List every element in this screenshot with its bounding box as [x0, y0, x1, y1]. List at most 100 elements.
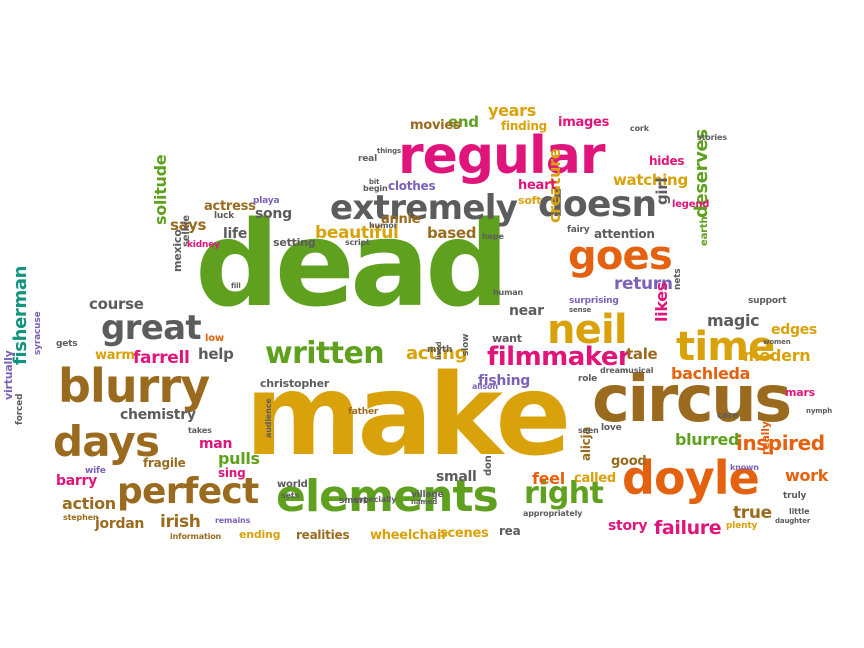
- word-sing: sing: [218, 466, 246, 480]
- word-syracuse: syracuse: [33, 311, 43, 356]
- word-tale: tale: [626, 345, 658, 363]
- word-bit: bit: [369, 178, 380, 186]
- word-role: role: [578, 374, 598, 384]
- word-nymph: nymph: [806, 407, 833, 415]
- word-soft: soft: [518, 194, 542, 207]
- word-script: script: [345, 238, 370, 247]
- word-clothes: clothes: [388, 179, 436, 193]
- word-attention: attention: [594, 227, 655, 241]
- word-action: action: [62, 494, 116, 513]
- word-doyle: doyle: [622, 451, 760, 505]
- word-magic: magic: [707, 311, 760, 330]
- word-man: man: [199, 436, 233, 452]
- word-want: want: [492, 332, 522, 345]
- word-farrell: farrell: [133, 348, 190, 368]
- word-dream: dream: [600, 366, 629, 375]
- word-movies: movies: [410, 118, 461, 133]
- word-legend: legend: [672, 199, 710, 210]
- word-humor: humor: [369, 221, 398, 230]
- word-help: help: [198, 345, 234, 363]
- word-story: story: [608, 518, 648, 534]
- word-remains: remains: [215, 516, 251, 525]
- word-world: world: [277, 479, 308, 490]
- word-wife: wife: [85, 466, 106, 476]
- word-myth: myth: [427, 345, 453, 355]
- word-beautiful: beautiful: [315, 223, 399, 243]
- word-goes: goes: [568, 233, 673, 279]
- word-end: end: [448, 113, 479, 131]
- word-says: says: [170, 216, 207, 234]
- word-mars: mars: [785, 386, 815, 399]
- word-little: little: [789, 507, 810, 516]
- word-extremely: extremely: [330, 188, 518, 228]
- word-days: days: [53, 417, 160, 466]
- word-perfect: perfect: [117, 471, 259, 512]
- word-fishing: fishing: [478, 373, 531, 389]
- word-gets: gets: [56, 339, 78, 349]
- word-course: course: [89, 295, 144, 313]
- word-audience: audience: [264, 398, 273, 438]
- word-feel: feel: [532, 469, 565, 488]
- word-alison: alison: [472, 382, 498, 391]
- word-regular: regular: [398, 126, 605, 186]
- word-inspired: inspired: [736, 431, 825, 455]
- word-low: low: [205, 333, 224, 344]
- word-musical: musical: [620, 366, 654, 375]
- word-real: real: [358, 154, 377, 164]
- word-earth: earth: [699, 216, 710, 246]
- word-life: life: [223, 226, 248, 242]
- word-elements: elements: [276, 471, 499, 522]
- word-pulls: pulls: [218, 449, 260, 468]
- word-dead: dead: [195, 195, 509, 333]
- word-blurred: blurred: [675, 430, 740, 449]
- word-slow: slow: [461, 333, 471, 356]
- word-things: things: [377, 147, 402, 155]
- word-setting: setting: [273, 236, 316, 249]
- word-barry: barry: [56, 473, 98, 489]
- word-lived: lived: [435, 341, 443, 360]
- word-solitude: solitude: [151, 154, 170, 225]
- word-kidney: kidney: [187, 240, 220, 250]
- word-information: information: [170, 532, 222, 541]
- word-make: make: [245, 351, 571, 481]
- word-plenty: plenty: [726, 521, 758, 531]
- word-begin: begin: [363, 184, 388, 193]
- word-village: village: [411, 490, 444, 500]
- word-forced: forced: [15, 393, 25, 425]
- word-scenes: scenes: [440, 526, 489, 541]
- word-girl: girl: [653, 177, 671, 205]
- word-daughter: daughter: [775, 517, 811, 525]
- word-likes: likes: [652, 282, 671, 322]
- word-named: named: [411, 498, 438, 506]
- word-virtually: virtually: [2, 350, 15, 400]
- word-time: time: [676, 324, 775, 370]
- word-acting: acting: [406, 343, 468, 364]
- word-hope: hope: [482, 232, 504, 241]
- word-song: song: [255, 206, 292, 222]
- word-sets: sets: [281, 491, 300, 500]
- word-playa: playa: [253, 196, 280, 206]
- word-doesn: doesn: [538, 184, 657, 225]
- word-bachleda: bachleda: [671, 364, 751, 383]
- word-irish: irish: [160, 512, 201, 532]
- word-filmmaker: filmmaker: [487, 342, 631, 372]
- word-stories: stories: [697, 133, 727, 142]
- word-small: small: [436, 469, 477, 485]
- word-takes: takes: [188, 426, 212, 435]
- word-especially: especially: [353, 495, 397, 504]
- word-care: care: [717, 411, 739, 421]
- word-great: great: [101, 308, 202, 348]
- word-love: love: [601, 423, 622, 433]
- word-rea: rea: [499, 524, 521, 538]
- word-failure: failure: [654, 517, 722, 539]
- word-seen: seen: [578, 426, 599, 435]
- word-father: father: [348, 407, 379, 417]
- word-jordan: jordan: [95, 516, 145, 532]
- word-luck: luck: [214, 211, 235, 221]
- word-support: support: [748, 296, 787, 306]
- word-chemistry: chemistry: [120, 407, 196, 423]
- word-nets: nets: [673, 268, 683, 290]
- word-appropriately: appropriately: [523, 509, 583, 518]
- word-christopher: christopher: [260, 377, 330, 390]
- word-return: return: [614, 274, 673, 294]
